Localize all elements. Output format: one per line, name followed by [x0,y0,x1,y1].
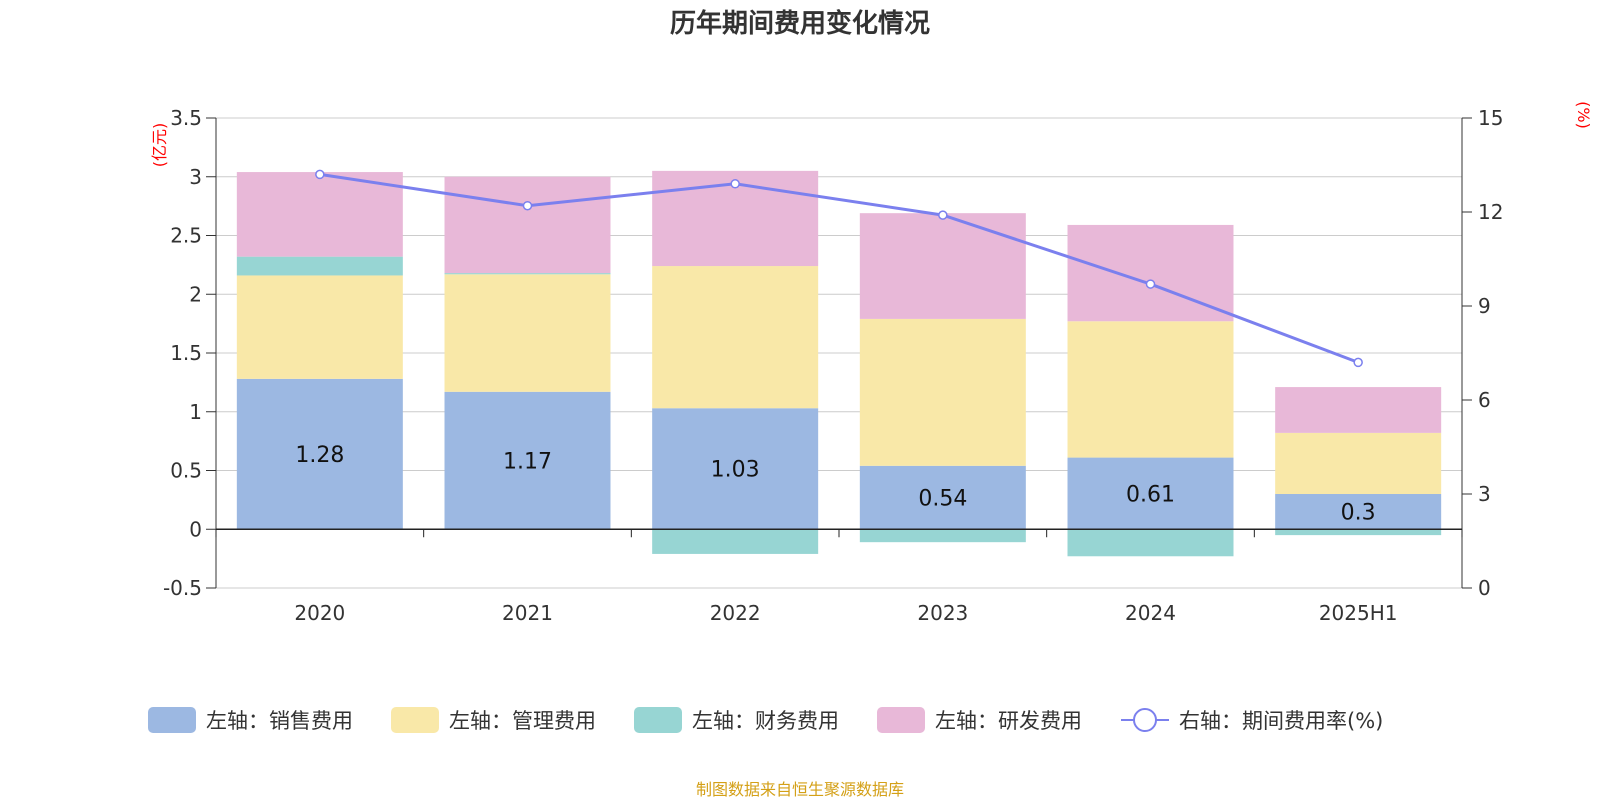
x-tick-label: 2024 [1125,601,1176,625]
bar-segment [652,408,819,530]
bar-segment [859,213,1026,319]
right-tick-label: 15 [1478,106,1503,130]
bar-segment [1275,529,1442,536]
bar-segment [1275,432,1442,494]
rate-point [1145,279,1156,289]
left-tick-label: 3 [189,165,202,189]
rate-point [315,169,325,180]
legend-swatch [391,707,439,733]
x-tick-label: 2022 [710,601,761,625]
legend-label: 左轴：管理费用 [449,709,596,733]
bar-segment [236,378,403,530]
right-axis-unit: (%) [1574,101,1593,129]
bar-series [236,170,1442,557]
left-tick-label: 2.5 [170,224,202,248]
left-tick-label: 0.5 [170,459,202,483]
bar-segment [859,318,1026,466]
bar-segment [444,273,611,275]
axes: -0.5 0 0.5 1 1.5 2 2.5 3 3.5 0 3 6 9 12 15 2020 2021 2022… [163,106,1503,625]
left-tick-label: -0.5 [163,576,202,600]
legend-swatch [634,707,682,733]
rate-line [319,172,1359,364]
left-tick-label: 1.5 [170,341,202,365]
x-tick-label: 2023 [917,601,968,625]
rate-line-series [315,169,1363,368]
bar-data-label: 1.28 [295,443,344,468]
left-tick-label: 3.5 [170,106,202,130]
bar-data-label: 0.54 [918,487,967,512]
bar-segment [859,465,1026,530]
bar-segment [1067,457,1234,530]
bar-segment [236,172,403,257]
legend-label: 左轴：财务费用 [692,709,839,733]
legend-label: 左轴：研发费用 [935,709,1082,733]
bar-data-label: 0.61 [1126,482,1175,507]
grid-lines [216,117,1462,589]
right-tick-label: 3 [1478,482,1491,506]
rate-point [938,210,948,220]
bar-segment [1067,529,1234,557]
bar-segment [236,275,403,379]
chart-title: 历年期间费用变化情况 [670,8,930,39]
bar-segment [444,391,611,530]
bar-segment [1275,494,1442,530]
right-tick-label: 9 [1478,294,1491,318]
rate-point [730,179,740,189]
left-tick-label: 2 [189,282,202,306]
bar-data-label: 1.17 [503,450,552,475]
bar-segment [1275,387,1442,433]
legend: 左轴：销售费用 左轴：管理费用 左轴：财务费用 左轴：研发费用 右轴：期间费用率(%) [148,707,1383,733]
bar-data-label: 0.3 [1341,501,1376,526]
left-axis-unit: (亿元) [150,123,169,168]
x-tick-label: 2020 [294,601,345,625]
x-tick-label: 2025H1 [1319,601,1398,625]
left-tick-label: 1 [189,400,202,424]
bar-segment [859,529,1026,543]
legend-label: 右轴：期间费用率(%) [1179,709,1383,733]
rate-point [1353,357,1363,368]
bar-segment [652,529,819,554]
data-labels: 1.28 1.17 1.03 0.54 0.61 0.3 [295,443,1375,526]
x-tick-label: 2021 [502,601,553,625]
right-tick-label: 0 [1478,576,1491,600]
bar-data-label: 1.03 [711,458,760,483]
left-tick-label: 0 [189,517,202,541]
bar-segment [652,266,819,409]
bar-segment [444,274,611,392]
bar-segment [236,256,403,276]
legend-label: 左轴：销售费用 [206,709,353,733]
legend-swatch [877,707,925,733]
source-note: 制图数据来自恒生聚源数据库 [696,780,904,799]
legend-marker [1133,708,1157,732]
rate-point [522,200,533,211]
legend-swatch [148,707,196,733]
right-tick-label: 6 [1478,388,1491,412]
right-tick-label: 12 [1478,200,1503,224]
bar-segment [1067,321,1234,458]
bar-segment [444,176,611,274]
